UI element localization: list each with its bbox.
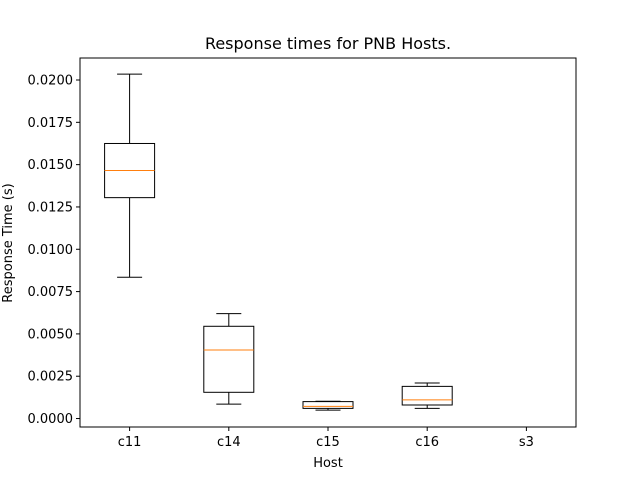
y-tick-label: 0.0000 [28, 412, 74, 427]
box-c15 [302, 400, 354, 411]
iqr-box [401, 385, 453, 406]
y-axis-title: Response Time (s) [1, 183, 16, 302]
y-tick-label: 0.0200 [28, 74, 74, 89]
x-axis: c11 c14 c15 c16 s3 [118, 427, 534, 450]
plot-area [104, 73, 453, 411]
y-tick-label: 0.0100 [28, 243, 74, 258]
box-c14 [203, 313, 255, 405]
y-tick-label: 0.0050 [28, 327, 74, 342]
y-tick-label: 0.0175 [28, 116, 74, 131]
chart-title: Response times for PNB Hosts. [205, 34, 451, 53]
x-tick-label: c15 [316, 435, 340, 450]
x-tick-label: c14 [217, 435, 241, 450]
x-axis-title: Host [313, 456, 343, 471]
x-tick-label: c11 [118, 435, 142, 450]
x-tick-label: c16 [415, 435, 439, 450]
iqr-box [203, 325, 255, 393]
y-tick-label: 0.0150 [28, 158, 74, 173]
y-tick-label: 0.0025 [28, 370, 74, 385]
box-c11 [104, 73, 156, 278]
y-axis: 0.0000 0.0025 0.0050 0.0075 0.0100 0.0125 0.01… [28, 74, 80, 427]
y-tick-label: 0.0075 [28, 285, 74, 300]
iqr-box [302, 401, 354, 409]
box-c16 [401, 382, 453, 409]
y-tick-label: 0.0125 [28, 200, 74, 215]
x-tick-label: s3 [519, 435, 534, 450]
